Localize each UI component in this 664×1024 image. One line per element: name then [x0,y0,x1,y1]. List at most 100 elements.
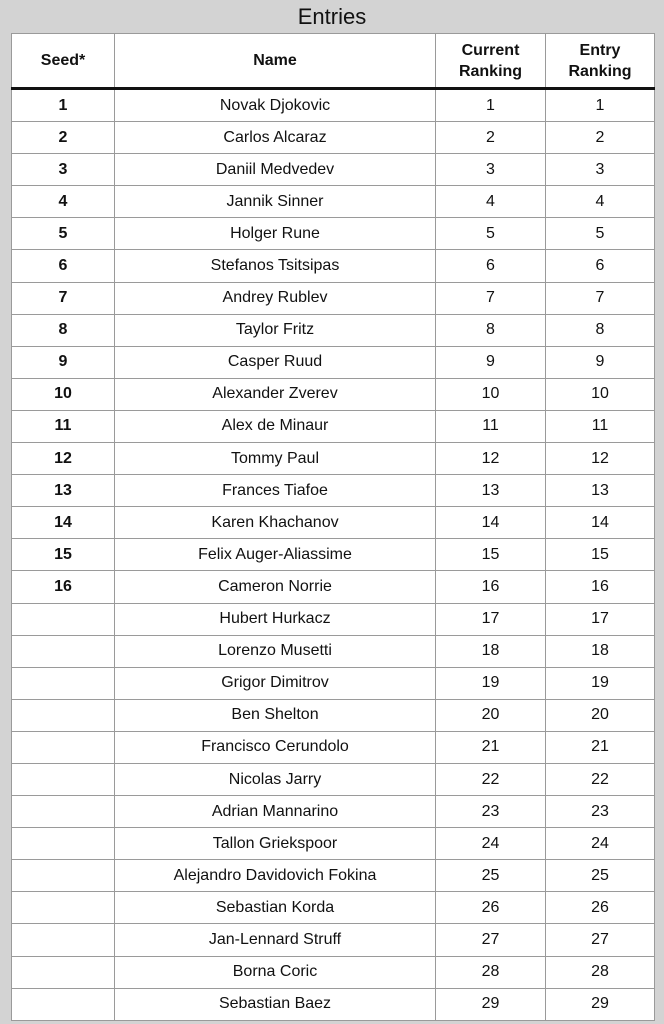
table-row: Sebastian Korda 26 26 [11,891,655,925]
cell-current-ranking: 23 [435,795,546,829]
table-row: Tallon Griekspoor 24 24 [11,827,655,861]
table-row: 3 Daniil Medvedev 3 3 [11,153,655,187]
cell-name: Grigor Dimitrov [114,666,436,700]
cell-name: Francisco Cerundolo [114,730,436,764]
cell-entry-ranking: 25 [545,859,655,893]
cell-name: Novak Djokovic [114,87,436,123]
cell-current-ranking: 2 [435,121,546,155]
cell-name: Karen Khachanov [114,506,436,540]
cell-current-ranking: 25 [435,859,546,893]
cell-entry-ranking: 29 [545,987,655,1021]
table-row: 10 Alexander Zverev 10 10 [11,377,655,411]
cell-entry-ranking: 26 [545,891,655,925]
cell-entry-ranking: 20 [545,698,655,732]
cell-name: Adrian Mannarino [114,795,436,829]
cell-entry-ranking: 21 [545,730,655,764]
table-row: Jan-Lennard Struff 27 27 [11,923,655,957]
table-row: 9 Casper Ruud 9 9 [11,345,655,379]
cell-current-ranking: 12 [435,442,546,476]
cell-current-ranking: 15 [435,538,546,572]
cell-entry-ranking: 15 [545,538,655,572]
cell-entry-ranking: 19 [545,666,655,700]
cell-current-ranking: 7 [435,281,546,315]
cell-name: Borna Coric [114,955,436,989]
cell-name: Frances Tiafoe [114,474,436,508]
cell-current-ranking: 1 [435,87,546,123]
cell-seed: 1 [11,87,115,123]
cell-seed: 7 [11,281,115,315]
table-row: 1 Novak Djokovic 1 1 [11,87,655,123]
cell-current-ranking: 11 [435,409,546,444]
cell-seed [11,666,115,700]
cell-seed: 9 [11,345,115,379]
cell-seed [11,795,115,829]
table-row: Alejandro Davidovich Fokina 25 25 [11,859,655,893]
cell-seed: 4 [11,185,115,219]
cell-seed [11,827,115,861]
cell-name: Cameron Norrie [114,570,436,604]
cell-current-ranking: 29 [435,987,546,1021]
table-row: 6 Stefanos Tsitsipas 6 6 [11,249,655,283]
cell-seed: 12 [11,442,115,476]
cell-current-ranking: 14 [435,506,546,540]
cell-name: Jan-Lennard Struff [114,923,436,957]
cell-current-ranking: 6 [435,249,546,283]
cell-entry-ranking: 6 [545,249,655,283]
cell-seed: 13 [11,474,115,508]
cell-current-ranking: 24 [435,827,546,861]
cell-name: Jannik Sinner [114,185,436,219]
cell-entry-ranking: 27 [545,923,655,957]
table-row: 11 Alex de Minaur 11 11 [11,409,655,444]
table-row: 8 Taylor Fritz 8 8 [11,313,655,347]
cell-name: Ben Shelton [114,698,436,732]
cell-entry-ranking: 11 [545,409,655,444]
cell-seed: 5 [11,217,115,251]
cell-seed: 10 [11,377,115,411]
header-name: Name [114,33,436,90]
cell-current-ranking: 17 [435,602,546,636]
cell-entry-ranking: 28 [545,955,655,989]
cell-entry-ranking: 17 [545,602,655,636]
cell-current-ranking: 3 [435,153,546,187]
cell-name: Daniil Medvedev [114,153,436,187]
cell-entry-ranking: 4 [545,185,655,219]
cell-seed [11,730,115,764]
cell-seed [11,987,115,1021]
cell-seed [11,859,115,893]
cell-current-ranking: 19 [435,666,546,700]
table-row: 7 Andrey Rublev 7 7 [11,281,655,315]
table-row: 15 Felix Auger-Aliassime 15 15 [11,538,655,572]
cell-name: Stefanos Tsitsipas [114,249,436,283]
cell-entry-ranking: 16 [545,570,655,604]
cell-entry-ranking: 23 [545,795,655,829]
cell-entry-ranking: 22 [545,762,655,797]
cell-entry-ranking: 3 [545,153,655,187]
cell-entry-ranking: 5 [545,217,655,251]
cell-name: Alex de Minaur [114,409,436,444]
cell-seed [11,762,115,797]
cell-current-ranking: 28 [435,955,546,989]
cell-current-ranking: 22 [435,762,546,797]
cell-seed: 6 [11,249,115,283]
table-row: 16 Cameron Norrie 16 16 [11,570,655,604]
table-row: 4 Jannik Sinner 4 4 [11,185,655,219]
header-entry-ranking: Entry Ranking [545,33,655,90]
cell-seed: 16 [11,570,115,604]
cell-seed: 2 [11,121,115,155]
cell-current-ranking: 5 [435,217,546,251]
cell-current-ranking: 27 [435,923,546,957]
cell-seed [11,891,115,925]
table-row: Sebastian Baez 29 29 [11,987,655,1021]
cell-entry-ranking: 13 [545,474,655,508]
table-row: 2 Carlos Alcaraz 2 2 [11,121,655,155]
cell-entry-ranking: 9 [545,345,655,379]
cell-name: Casper Ruud [114,345,436,379]
cell-current-ranking: 8 [435,313,546,347]
cell-entry-ranking: 12 [545,442,655,476]
table-row: Hubert Hurkacz 17 17 [11,602,655,636]
table-row: Francisco Cerundolo 21 21 [11,730,655,764]
table-row: Adrian Mannarino 23 23 [11,795,655,829]
cell-seed [11,602,115,636]
cell-seed: 8 [11,313,115,347]
cell-name: Taylor Fritz [114,313,436,347]
